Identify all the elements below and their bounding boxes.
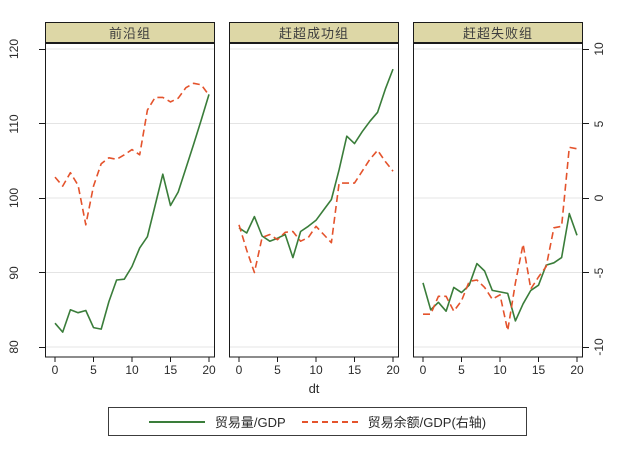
x-tick-label: 5 — [274, 363, 281, 377]
panel-1-title: 前沿组 — [45, 22, 215, 43]
right-y-tick-label: 0 — [592, 194, 606, 202]
x-tick-label: 5 — [90, 363, 97, 377]
left-y-tick-label: 90 — [7, 265, 21, 280]
plot-border — [45, 43, 215, 358]
left-y-tick-label: 110 — [7, 113, 21, 134]
x-tick-label: 20 — [570, 363, 584, 377]
trade-balance-gdp-line — [54, 82, 210, 226]
legend-label-trade-balance: 贸易余额/GDP(右轴) — [367, 415, 487, 430]
x-tick-label: 0 — [419, 363, 427, 377]
left-y-tick — [39, 272, 45, 273]
x-tick-label: 20 — [202, 363, 216, 377]
x-tick-label: 10 — [125, 363, 139, 377]
right-y-tick — [583, 272, 589, 273]
x-tick-label: 10 — [493, 363, 507, 377]
left-y-tick — [39, 197, 45, 199]
x-tick-label: 10 — [309, 363, 323, 377]
right-y-tick — [583, 346, 589, 348]
right-y-tick — [583, 197, 589, 199]
left-y-tick-label: 80 — [7, 340, 21, 354]
x-tick-label: 0 — [51, 363, 59, 377]
x-tick-label: 0 — [235, 363, 243, 377]
plot-border — [413, 43, 583, 358]
trade-volume-gdp-line — [54, 94, 210, 333]
right-y-tick-label: -5 — [592, 267, 606, 278]
right-y-tick-label: 10 — [592, 42, 606, 56]
panel-2-title: 赶超成功组 — [229, 22, 399, 43]
right-y-tick-label: 5 — [592, 120, 606, 127]
legend-item-trade-volume: 贸易量/GDP — [148, 412, 286, 431]
trade-volume-gdp-line — [238, 68, 394, 259]
x-tick-label: 15 — [347, 363, 362, 377]
left-y-tick — [39, 346, 45, 348]
plot-border — [229, 43, 399, 358]
x-axis-title: dt — [308, 381, 320, 396]
trade-volume-gdp-line — [422, 212, 578, 322]
trade-balance-gdp-line — [238, 149, 394, 274]
left-y-tick — [39, 123, 45, 124]
legend-label-trade-volume: 贸易量/GDP — [214, 415, 286, 430]
panel-3-title: 赶超失败组 — [413, 22, 583, 43]
x-tick-label: 15 — [531, 363, 546, 377]
right-y-tick — [583, 48, 589, 50]
dashed-red-line-sample — [301, 420, 358, 423]
right-y-tick-label: -10 — [592, 338, 606, 356]
panel-3-plot — [413, 43, 583, 362]
right-y-tick — [583, 123, 589, 124]
panel-2-plot — [229, 43, 399, 362]
left-y-tick-label: 120 — [7, 38, 21, 60]
legend-item-trade-balance: 贸易余额/GDP(右轴) — [301, 412, 487, 431]
x-tick-label: 20 — [386, 363, 400, 377]
solid-green-line-sample — [148, 420, 205, 423]
x-tick-label: 5 — [458, 363, 465, 377]
legend-box: 贸易量/GDP 贸易余额/GDP(右轴) — [108, 407, 527, 436]
left-y-tick-label: 100 — [7, 187, 21, 209]
trade-balance-gdp-line — [423, 146, 578, 332]
panel-1-plot — [45, 43, 215, 362]
x-tick-label: 15 — [163, 363, 178, 377]
left-y-tick — [39, 48, 45, 50]
